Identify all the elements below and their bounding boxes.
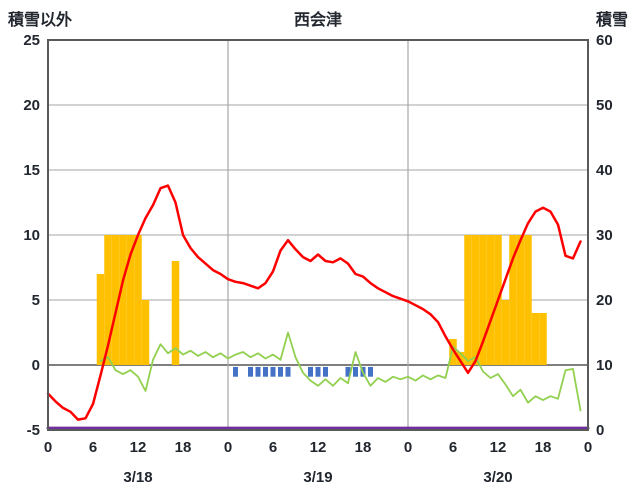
blue-bars-bar (368, 366, 373, 377)
orange-bars-bar (509, 235, 517, 365)
orange-bars-bar (141, 300, 150, 365)
orange-bars-bar (524, 235, 532, 365)
left-axis-tick: 0 (32, 357, 40, 374)
x-axis-tick: 0 (44, 439, 52, 456)
orange-bars-bar (486, 235, 495, 365)
blue-bars-bar (278, 366, 283, 377)
orange-bars-bar (539, 313, 547, 365)
orange-bars-bar (96, 274, 105, 365)
orange-bars-bar (456, 352, 465, 365)
right-axis-tick: 20 (596, 292, 613, 309)
right-axis-tick: 50 (596, 97, 613, 114)
green-line (99, 331, 582, 412)
x-axis-tick: 0 (404, 439, 412, 456)
blue-bars-bar (233, 366, 238, 377)
x-axis-tick: 0 (224, 439, 232, 456)
right-axis-tick: 0 (596, 422, 604, 439)
left-axis-tick: -5 (27, 422, 40, 439)
orange-bars-bar (501, 300, 510, 365)
right-axis-title: 積雪 (595, 12, 628, 29)
blue-bars-bar (255, 366, 261, 377)
red-line (46, 184, 582, 421)
blue-bars-bar (270, 366, 276, 377)
left-axis-tick: 20 (23, 97, 40, 114)
left-axis-tick: 25 (23, 32, 40, 49)
blue-bars-bar (315, 366, 321, 377)
x-axis-tick: 0 (584, 439, 592, 456)
right-axis-ticks: 60 50 40 30 20 10 0 (596, 32, 613, 439)
orange-bars-bar (134, 235, 142, 365)
date-labels: 3/18 3/19 3/20 (123, 469, 512, 486)
orange-bars-bar (119, 235, 127, 365)
x-axis-tick: 6 (449, 439, 457, 456)
orange-bars-bar (471, 235, 480, 365)
x-axis-tick: 6 (89, 439, 97, 456)
left-axis-tick: 15 (23, 162, 40, 179)
blue-bars-bar (323, 366, 328, 377)
x-axis-tick: 18 (175, 439, 192, 456)
orange-bars-bar (516, 235, 525, 365)
x-axis-tick: 12 (130, 439, 147, 456)
left-axis-tick: 5 (32, 292, 40, 309)
series-red-line (46, 184, 582, 421)
right-axis-tick: 10 (596, 357, 613, 374)
date-label: 3/20 (483, 469, 512, 486)
orange-bars-bar (126, 235, 135, 365)
plot-border (47, 39, 589, 431)
x-axis-tick: 6 (269, 439, 277, 456)
blue-bars-bar (248, 366, 253, 377)
chart-title: 西会津 (293, 12, 342, 29)
left-axis-tick: 10 (23, 227, 40, 244)
blue-bars-bar (263, 366, 268, 377)
series-orange-bars (96, 235, 547, 365)
blue-bars-bar (308, 366, 313, 377)
blue-bars-bar (345, 366, 351, 377)
orange-bars-bar (531, 313, 540, 365)
left-axis-title: 積雪以外 (8, 12, 73, 29)
right-axis-tick: 60 (596, 32, 613, 49)
blue-bars-bar (285, 366, 291, 377)
series-green-line (99, 331, 582, 412)
x-axis-tick: 18 (355, 439, 372, 456)
orange-bars-bar (111, 235, 120, 365)
orange-bars-bar (104, 235, 112, 365)
x-axis-tick: 18 (535, 439, 552, 456)
right-axis-tick: 40 (596, 162, 613, 179)
left-axis-ticks: 25 20 15 10 5 0 -5 (23, 32, 40, 439)
orange-bars-bar (449, 339, 457, 365)
date-label: 3/18 (123, 469, 152, 486)
right-axis-tick: 30 (596, 227, 613, 244)
orange-bars-bar (479, 235, 487, 365)
date-label: 3/19 (303, 469, 332, 486)
orange-bars-bar (171, 261, 180, 365)
x-axis-tick: 12 (490, 439, 507, 456)
x-axis-ticks: 0 6 12 18 0 6 12 18 0 6 12 18 0 (44, 439, 592, 456)
blue-bars-bar (353, 366, 358, 377)
orange-bars-bar (464, 235, 472, 365)
x-axis-tick: 12 (310, 439, 327, 456)
